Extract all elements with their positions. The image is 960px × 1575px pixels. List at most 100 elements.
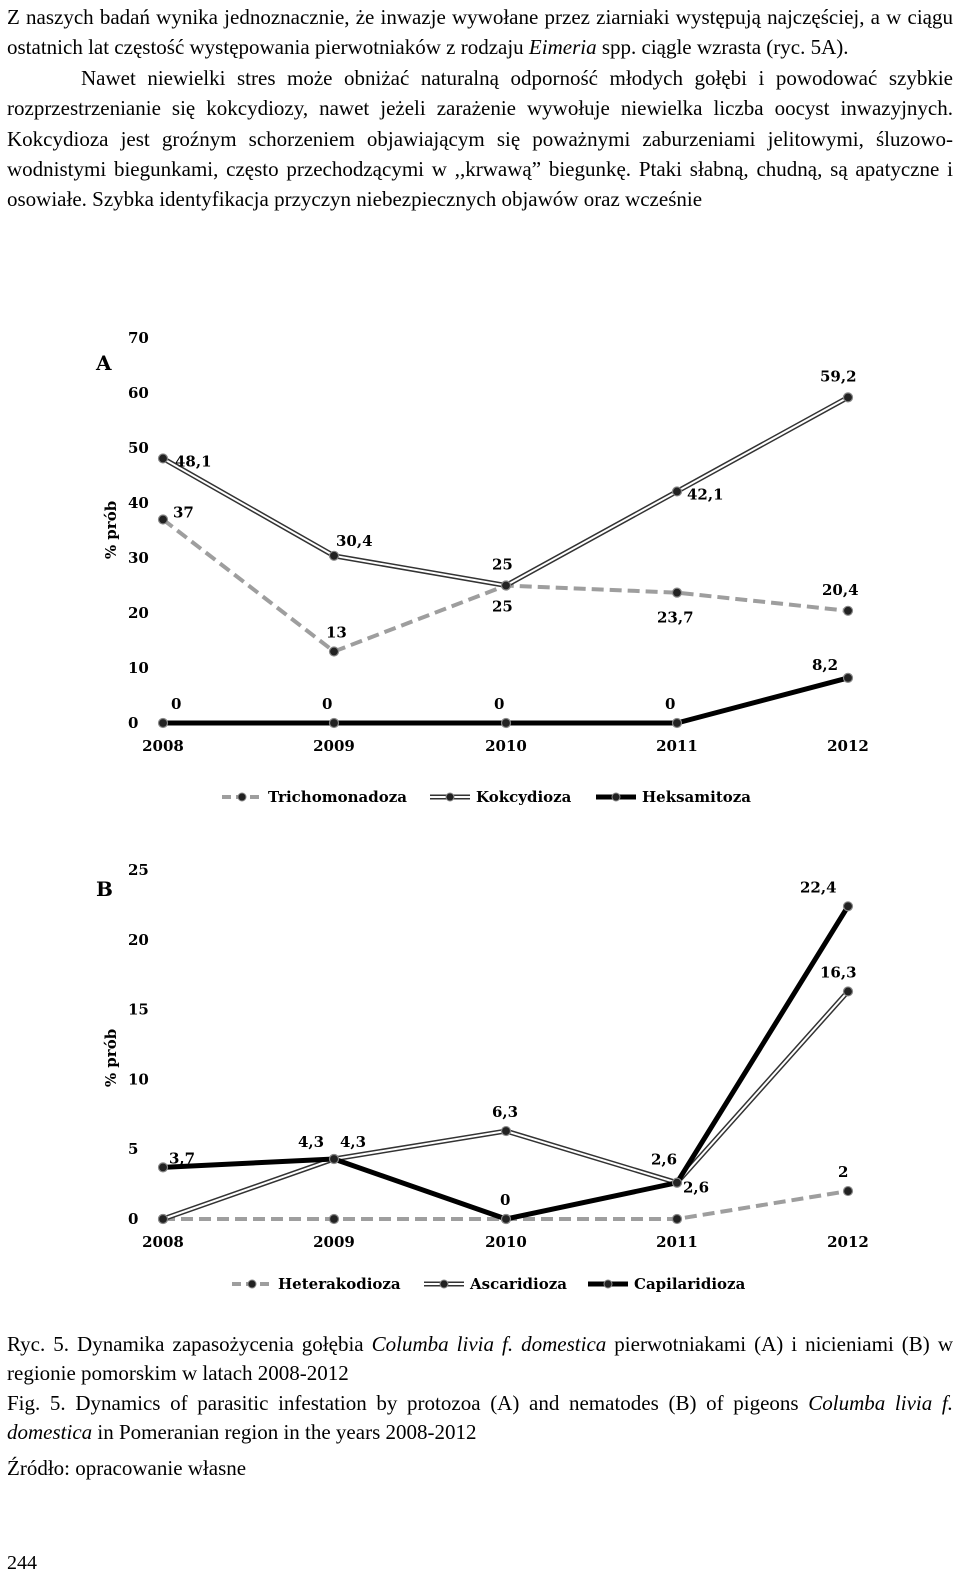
body-paragraph: Z naszych badań wynika jednoznacznie, że…: [7, 2, 953, 215]
data-point: [842, 1185, 854, 1197]
data-point: [328, 1213, 340, 1225]
legend-label: Kokcydioza: [476, 788, 572, 806]
data-point: [842, 392, 854, 403]
legend-marker: [237, 792, 247, 802]
data-label: 25: [492, 598, 513, 616]
x-tick-label: 2011: [656, 737, 698, 755]
data-point: [328, 717, 340, 729]
y-tick-label: 15: [128, 1001, 149, 1019]
data-label: 0: [665, 695, 675, 713]
data-label: 0: [171, 695, 181, 713]
data-label: 59,2: [820, 367, 857, 385]
y-tick-label: 0: [128, 1210, 138, 1228]
paragraph-2: Nawet niewielki stres może obniżać natur…: [7, 65, 953, 212]
x-tick-label: 2012: [827, 737, 869, 755]
y-tick-label: 0: [128, 714, 138, 732]
data-label: 48,1: [175, 452, 212, 470]
x-tick-label: 2012: [827, 1233, 869, 1251]
series-line: [162, 904, 851, 1222]
species-name-pl: Columba livia f. domestica: [371, 1332, 607, 1356]
series-trichomonadoza: 37 13 25 23,7 20,4: [157, 504, 859, 657]
y-axis-label: % prób: [102, 501, 120, 559]
data-label: 6,3: [492, 1103, 518, 1121]
y-axis-label: % prób: [102, 1029, 120, 1087]
legend-item: Kokcydioza: [430, 788, 572, 806]
legend-item: Trichomonadoza: [222, 788, 407, 806]
data-label: 0: [500, 1191, 510, 1209]
legend-item: Heksamitoza: [596, 788, 751, 806]
panel-label: B: [96, 877, 113, 901]
chart-a: A % prób 0 10 20 30 40 50 60 70 2008 2009 2010 2011 20…: [95, 329, 869, 806]
x-tick-label: 2011: [656, 1233, 698, 1251]
y-tick-label: 70: [128, 329, 149, 347]
data-label: 0: [494, 695, 504, 713]
legend-marker: [247, 1279, 257, 1289]
data-point: [157, 717, 169, 729]
y-tick-label: 25: [128, 861, 149, 879]
y-tick-label: 30: [128, 549, 149, 567]
x-tick-label: 2009: [313, 1233, 355, 1251]
y-tick-label: 20: [128, 931, 149, 949]
data-point: [328, 550, 340, 561]
data-label: 2,6: [651, 1151, 677, 1169]
source-note: Źródło: opracowanie własne: [7, 1456, 247, 1480]
page-number: 244: [7, 1552, 37, 1574]
data-point: [842, 986, 854, 997]
data-point: [671, 717, 683, 729]
data-point: [157, 453, 169, 464]
legend-marker: [445, 792, 455, 802]
data-point: [157, 1213, 169, 1225]
data-point: [671, 486, 683, 497]
x-tick-label: 2010: [485, 1233, 527, 1251]
figure-caption-en: Fig. 5. Dynamics of parasitic infestatio…: [7, 1391, 953, 1444]
y-tick-label: 10: [128, 659, 149, 677]
legend-marker: [611, 792, 621, 802]
data-point: [500, 580, 512, 591]
data-point: [328, 1153, 340, 1165]
legend-item: Ascaridioza: [424, 1275, 567, 1293]
data-label: 8,2: [812, 656, 838, 674]
panel-label: A: [95, 351, 112, 375]
data-point: [500, 1125, 512, 1137]
legend-item: Heterakodioza: [232, 1275, 401, 1293]
data-point: [671, 587, 683, 598]
x-tick-label: 2008: [142, 737, 184, 755]
data-point: [328, 646, 340, 657]
y-tick-label: 50: [128, 439, 149, 457]
legend-label: Heterakodioza: [278, 1275, 401, 1293]
data-label: 0: [322, 695, 332, 713]
legend: Heterakodioza Ascaridioza Capilaridioza: [232, 1275, 746, 1293]
data-label: 13: [326, 624, 347, 642]
data-label: 4,3: [298, 1133, 324, 1151]
data-label: 25: [492, 556, 513, 574]
data-label: 4,3: [340, 1133, 366, 1151]
series-heksamitoza: 0 0 0 0 8,2: [157, 656, 854, 729]
data-label: 37: [173, 504, 194, 522]
intro-rest: spp. ciągle wzrasta (ryc. 5A).: [596, 35, 849, 60]
data-point: [157, 514, 169, 525]
x-tick-label: 2010: [485, 737, 527, 755]
y-tick-label: 40: [128, 494, 149, 512]
intro-text: Z naszych badań wynika jednoznacznie, że…: [7, 5, 953, 60]
x-tick-label: 2008: [142, 1233, 184, 1251]
legend-label: Capilaridioza: [634, 1275, 746, 1293]
data-point: [157, 1162, 169, 1173]
data-point: [842, 901, 854, 912]
series-ascaridioza: 4,3 6,3 2,6 16,3: [157, 963, 857, 1225]
data-label: 3,7: [169, 1149, 195, 1167]
data-point: [842, 605, 854, 616]
y-tick-label: 5: [128, 1140, 138, 1158]
y-tick-label: 10: [128, 1070, 149, 1088]
series-kokcydioza: 48,1 30,4 25 42,1 59,2: [157, 367, 857, 591]
data-label: 2,6: [683, 1179, 709, 1197]
x-tick-label: 2009: [313, 737, 355, 755]
figure-caption-pl: Ryc. 5. Dynamika zapasożycenia gołębia C…: [7, 1332, 953, 1385]
legend-marker: [603, 1279, 613, 1289]
data-point: [671, 1213, 683, 1225]
data-label: 23,7: [657, 609, 694, 627]
legend-label: Trichomonadoza: [268, 788, 407, 806]
data-label: 30,4: [336, 532, 373, 550]
genus-name: Eimeria: [528, 35, 597, 60]
data-point: [500, 717, 512, 729]
